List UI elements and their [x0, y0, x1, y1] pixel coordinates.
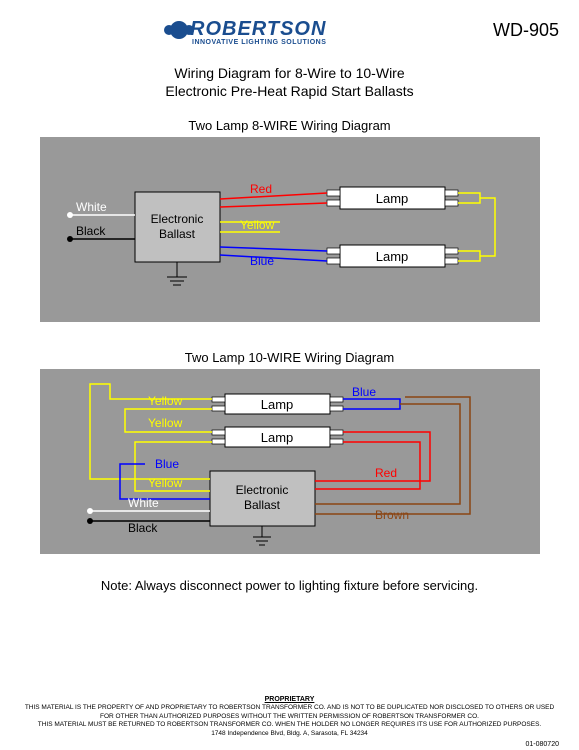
lamp-3-pin-tr [330, 397, 343, 402]
diagram-2-svg: Electronic Ballast Lamp Lamp Yel [40, 369, 540, 554]
black-terminal [67, 236, 73, 242]
lamp-1-pin-br [445, 200, 458, 206]
diagram-1: Electronic Ballast White Black Lamp Lamp [40, 137, 540, 322]
lamp-3-label: Lamp [260, 397, 293, 412]
lamp-1-pin-tr [445, 190, 458, 196]
logo-icon [170, 21, 188, 39]
proprietary-heading: PROPRIETARY [0, 696, 579, 703]
yellow-2-label-1: Yellow [148, 394, 183, 408]
brand-logo: ROBERTSON INNOVATIVE LIGHTING SOLUTIONS [170, 18, 326, 46]
yellow-right-1 [458, 193, 480, 203]
red-2-wire-2 [315, 442, 420, 489]
proprietary-line-1: THIS MATERIAL IS THE PROPERTY OF AND PRO… [0, 704, 579, 712]
diagram-2: Electronic Ballast Lamp Lamp Yel [40, 369, 540, 554]
brand-tagline: INNOVATIVE LIGHTING SOLUTIONS [192, 39, 326, 46]
proprietary-line-2: FOR OTHER THAN AUTHORIZED PURPOSES WITHO… [0, 713, 579, 721]
yellow-right-2 [458, 251, 480, 261]
brown-label: Brown [375, 508, 409, 522]
title-line-2: Electronic Pre-Heat Rapid Start Ballasts [165, 83, 413, 99]
white-terminal [67, 212, 73, 218]
yellow-label: Yellow [240, 218, 275, 232]
black-2-terminal [87, 518, 93, 524]
proprietary-address: 1748 Independence Blvd, Bldg. A, Sarasot… [0, 730, 579, 738]
lamp-1-pin-bl [327, 200, 340, 206]
lamp-4-label: Lamp [260, 430, 293, 445]
blue-2-label-right: Blue [352, 385, 376, 399]
yellow-2-label-2: Yellow [148, 416, 183, 430]
blue-2-label-left: Blue [155, 457, 179, 471]
diagram-1-title: Two Lamp 8-WIRE Wiring Diagram [20, 118, 559, 133]
white-2-terminal [87, 508, 93, 514]
white-label: White [76, 200, 107, 214]
diagram-1-svg: Electronic Ballast White Black Lamp Lamp [40, 137, 540, 322]
lamp-2-label: Lamp [375, 249, 408, 264]
red-label: Red [250, 182, 272, 196]
blue-wire-1 [220, 247, 327, 251]
page: ROBERTSON INNOVATIVE LIGHTING SOLUTIONS … [0, 0, 579, 750]
white-2-label: White [128, 496, 159, 510]
ballast-label-2: Ballast [158, 227, 195, 241]
lamp-4-pin-br [330, 439, 343, 444]
blue-label: Blue [250, 254, 274, 268]
revision: 01-080720 [526, 741, 559, 748]
service-note: Note: Always disconnect power to lightin… [20, 578, 559, 593]
lamp-1-pin-tl [327, 190, 340, 196]
lamp-1-label: Lamp [375, 191, 408, 206]
document-id: WD-905 [493, 20, 559, 41]
black-label: Black [76, 224, 106, 238]
lamp-4-pin-tr [330, 430, 343, 435]
lamp-3-pin-br [330, 406, 343, 411]
diagram-2-title: Two Lamp 10-WIRE Wiring Diagram [20, 350, 559, 365]
header: ROBERTSON INNOVATIVE LIGHTING SOLUTIONS … [20, 10, 559, 60]
ballast-2-label-2: Ballast [243, 498, 280, 512]
lamp-2-pin-br [445, 258, 458, 264]
ballast-2-label-1: Electronic [235, 483, 288, 497]
ballast-label-1: Electronic [150, 212, 203, 226]
footer: PROPRIETARY THIS MATERIAL IS THE PROPERT… [0, 696, 579, 738]
page-title: Wiring Diagram for 8-Wire to 10-Wire Ele… [20, 64, 559, 100]
lamp-3-pin-tl [212, 397, 225, 402]
red-wire-1 [220, 193, 327, 199]
lamp-2-pin-tr [445, 248, 458, 254]
title-line-1: Wiring Diagram for 8-Wire to 10-Wire [174, 65, 404, 81]
lamp-3-pin-bl [212, 406, 225, 411]
proprietary-line-3: THIS MATERIAL MUST BE RETURNED TO ROBERT… [0, 721, 579, 729]
red-wire-2 [220, 203, 327, 207]
lamp-2-pin-bl [327, 258, 340, 264]
lamp-4-pin-tl [212, 430, 225, 435]
lamp-2-pin-tl [327, 248, 340, 254]
black-2-label: Black [128, 521, 158, 535]
red-2-label: Red [375, 466, 397, 480]
yellow-2-label-3: Yellow [148, 476, 183, 490]
blue-2-right [343, 399, 400, 409]
lamp-4-pin-bl [212, 439, 225, 444]
brown-wire-2 [315, 397, 470, 514]
brand-name: ROBERTSON [190, 18, 326, 40]
